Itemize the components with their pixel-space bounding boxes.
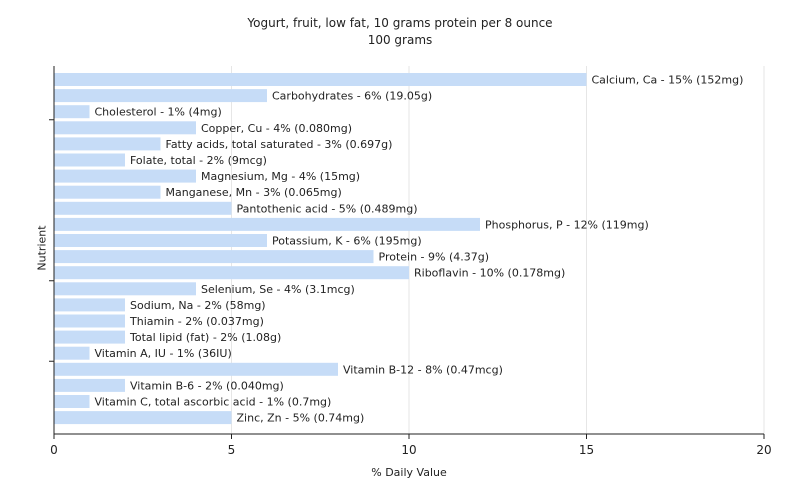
- data-label: Vitamin C, total ascorbic acid - 1% (0.7…: [95, 396, 332, 409]
- bar: [54, 121, 196, 135]
- data-label: Vitamin B-12 - 8% (0.47mcg): [343, 363, 503, 376]
- bar: [54, 395, 90, 408]
- data-label: Selenium, Se - 4% (3.1mcg): [201, 283, 355, 296]
- data-label: Phosphorus, P - 12% (119mg): [485, 218, 649, 231]
- bar: [54, 314, 125, 328]
- bar: [54, 185, 161, 199]
- data-label: Magnesium, Mg - 4% (15mg): [201, 170, 360, 183]
- chart-subtitle: 100 grams: [367, 33, 433, 47]
- data-label: Cholesterol - 1% (4mg): [95, 106, 222, 119]
- data-label: Pantothenic acid - 5% (0.489mg): [237, 202, 418, 215]
- data-label: Total lipid (fat) - 2% (1.08g): [129, 331, 281, 344]
- bar: [54, 105, 90, 119]
- bar: [54, 217, 480, 231]
- x-tick-label: 0: [50, 443, 58, 457]
- data-label: Riboflavin - 10% (0.178mg): [414, 267, 565, 280]
- data-label: Thiamin - 2% (0.037mg): [129, 315, 264, 328]
- y-axis-label: Nutrient: [35, 225, 49, 271]
- bar: [54, 411, 232, 425]
- data-label: Folate, total - 2% (9mcg): [130, 154, 267, 167]
- data-label: Potassium, K - 6% (195mg): [272, 235, 422, 248]
- x-tick-label: 15: [579, 443, 594, 457]
- bar: [54, 137, 161, 151]
- bar: [54, 89, 267, 103]
- x-tick-label: 10: [401, 443, 416, 457]
- data-label: Fatty acids, total saturated - 3% (0.697…: [166, 138, 393, 151]
- bar: [54, 298, 125, 312]
- bar: [54, 346, 90, 360]
- data-label: Calcium, Ca - 15% (152mg): [592, 74, 744, 87]
- x-tick-label: 5: [228, 443, 236, 457]
- bar: [54, 378, 125, 392]
- bar: [54, 234, 267, 247]
- data-label: Carbohydrates - 6% (19.05g): [272, 90, 432, 103]
- bar: [54, 282, 196, 296]
- data-label: Zinc, Zn - 5% (0.74mg): [237, 412, 365, 425]
- data-label: Copper, Cu - 4% (0.080mg): [201, 122, 352, 135]
- bar: [54, 266, 409, 280]
- bar: [54, 169, 196, 183]
- data-label: Sodium, Na - 2% (58mg): [130, 299, 266, 312]
- bar: [54, 250, 374, 264]
- data-label: Manganese, Mn - 3% (0.065mg): [166, 186, 342, 199]
- bar: [54, 201, 232, 215]
- data-label: Vitamin B-6 - 2% (0.040mg): [130, 379, 284, 392]
- chart-title: Yogurt, fruit, low fat, 10 grams protein…: [247, 16, 553, 30]
- x-tick-label: 20: [756, 443, 771, 457]
- bar: [54, 73, 587, 86]
- x-axis-label: % Daily Value: [371, 466, 447, 479]
- bar: [54, 362, 338, 376]
- data-label: Protein - 9% (4.37g): [379, 251, 490, 264]
- bar: [54, 330, 125, 344]
- bar: [54, 153, 125, 167]
- data-label: Vitamin A, IU - 1% (36IU): [95, 347, 232, 360]
